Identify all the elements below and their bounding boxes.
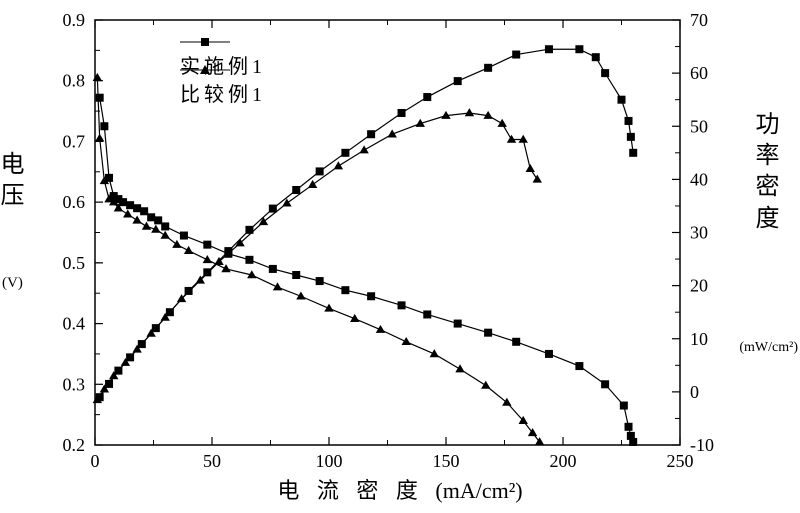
svg-text:50: 50 xyxy=(203,451,221,471)
svg-text:150: 150 xyxy=(433,451,460,471)
svg-text:0.2: 0.2 xyxy=(63,435,86,455)
y-left-axis-label: 电压 xyxy=(0,150,25,212)
svg-text:0: 0 xyxy=(91,451,100,471)
svg-text:-10: -10 xyxy=(690,435,714,455)
svg-text:70: 70 xyxy=(690,10,708,30)
svg-text:0.4: 0.4 xyxy=(63,314,86,334)
y-right-axis-unit: (mW/cm²) xyxy=(739,340,798,356)
chart-container: 0501001502002500.20.30.40.50.60.70.80.9-… xyxy=(0,0,800,513)
svg-text:0.3: 0.3 xyxy=(63,374,86,394)
svg-text:0.6: 0.6 xyxy=(63,192,86,212)
svg-text:0.9: 0.9 xyxy=(63,10,86,30)
svg-text:60: 60 xyxy=(690,63,708,83)
svg-text:0.8: 0.8 xyxy=(63,71,86,91)
y-right-axis-label: 功率密度 xyxy=(755,110,780,235)
svg-text:30: 30 xyxy=(690,223,708,243)
chart-svg: 0501001502002500.20.30.40.50.60.70.80.9-… xyxy=(0,0,800,513)
x-axis-label: 电 流 密 度 (mA/cm²) xyxy=(0,473,800,505)
svg-text:100: 100 xyxy=(316,451,343,471)
y-left-axis-unit: (V) xyxy=(2,275,23,292)
svg-text:0: 0 xyxy=(690,382,699,402)
svg-text:200: 200 xyxy=(550,451,577,471)
svg-text:40: 40 xyxy=(690,169,708,189)
legend-item-comparative-1: 比较例1 xyxy=(180,62,266,107)
svg-text:50: 50 xyxy=(690,116,708,136)
svg-text:20: 20 xyxy=(690,276,708,296)
svg-text:10: 10 xyxy=(690,329,708,349)
svg-text:0.5: 0.5 xyxy=(63,253,86,273)
svg-text:0.7: 0.7 xyxy=(63,131,86,151)
